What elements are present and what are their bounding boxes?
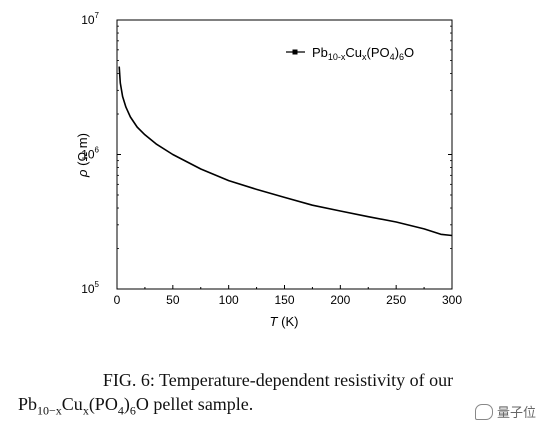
caption-line-1: FIG. 6: Temperature-dependent resistivit… bbox=[102, 370, 454, 390]
x-tick-label: 250 bbox=[386, 293, 406, 307]
figure-caption: FIG. 6: Temperature-dependent resistivit… bbox=[18, 368, 538, 423]
y-tick-label: 106 bbox=[81, 146, 99, 162]
y-tick-label: 107 bbox=[81, 11, 99, 27]
y-axis-ticks: 105 106 107 bbox=[81, 11, 452, 296]
series-group bbox=[118, 66, 453, 237]
legend: Pb10-xCux(PO4)6O bbox=[286, 45, 414, 62]
y-tick-label: 105 bbox=[81, 280, 99, 296]
watermark-text: 量子位 bbox=[496, 406, 536, 421]
legend-label: Pb10-xCux(PO4)6O bbox=[312, 45, 414, 62]
x-tick-label: 300 bbox=[442, 293, 462, 307]
watermark: 量子位 bbox=[474, 402, 536, 421]
wechat-icon bbox=[474, 403, 493, 420]
x-tick-label: 0 bbox=[114, 293, 121, 307]
x-tick-label: 200 bbox=[330, 293, 350, 307]
y-axis-title: ρ (Ω m) bbox=[75, 133, 90, 178]
x-tick-label: 100 bbox=[219, 293, 239, 307]
caption-line-2: Pb10−xCux(PO4)6O pellet sample. bbox=[18, 394, 254, 418]
series-line-0 bbox=[118, 66, 453, 237]
legend-marker bbox=[292, 49, 298, 55]
x-axis-ticks: 0 50 100 150 200 250 300 bbox=[114, 285, 462, 307]
x-axis-title: T (K) bbox=[270, 314, 299, 329]
x-tick-label: 150 bbox=[274, 293, 294, 307]
x-tick-label: 50 bbox=[166, 293, 180, 307]
